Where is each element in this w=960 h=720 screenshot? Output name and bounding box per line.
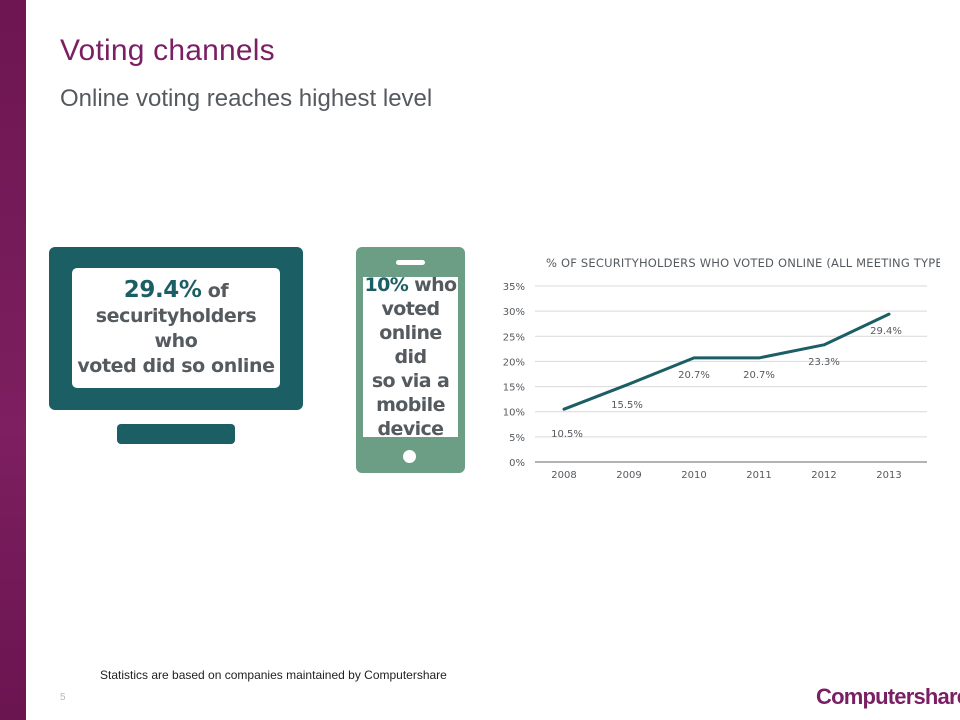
x-tick-label: 2008	[551, 470, 576, 481]
y-tick-label: 15%	[503, 383, 525, 394]
x-tick-label: 2012	[811, 470, 836, 481]
y-tick-label: 25%	[503, 332, 525, 343]
monitor-callout-text: 29.4% of securityholders who voted did s…	[72, 276, 280, 379]
phone-speaker	[396, 260, 425, 265]
phone-graphic: 10% who voted online did so via a mobile…	[356, 247, 465, 473]
data-label: 10.5%	[551, 429, 583, 440]
x-tick-label: 2009	[616, 470, 641, 481]
x-axis-ticks: 2008 2009 2010 2011 2012 2013	[551, 470, 901, 481]
phone-line3: online did	[379, 322, 442, 368]
monitor-screen: 29.4% of securityholders who voted did s…	[72, 268, 280, 388]
y-axis-ticks: 35% 30% 25% 20% 15% 10% 5% 0%	[503, 282, 525, 469]
slide-subtitle: Online voting reaches highest level	[60, 85, 433, 112]
phone-line2: voted	[381, 298, 440, 320]
page-number: 5	[60, 692, 66, 703]
phone-callout-text: 10% who voted online did so via a mobile…	[363, 273, 458, 441]
phone-line5: mobile	[376, 394, 445, 416]
y-tick-label: 0%	[509, 458, 525, 469]
chart-data-labels: 10.5% 15.5% 20.7% 20.7% 23.3% 29.4%	[551, 326, 902, 440]
side-accent-bar	[0, 0, 26, 720]
phone-home-button	[403, 450, 416, 463]
slide-title: Voting channels	[60, 34, 275, 67]
phone-line4: so via a	[371, 370, 450, 392]
y-tick-label: 5%	[509, 433, 525, 444]
x-tick-label: 2011	[746, 470, 771, 481]
online-voting-line-chart: % OF SECURITYHOLDERS WHO VOTED ONLINE (A…	[503, 256, 940, 481]
footnote: Statistics are based on companies mainta…	[100, 668, 447, 682]
y-tick-label: 20%	[503, 357, 525, 368]
monitor-stand	[117, 424, 235, 444]
data-label: 15.5%	[611, 400, 643, 411]
phone-screen: 10% who voted online did so via a mobile…	[363, 274, 458, 440]
series-line	[562, 312, 891, 411]
phone-line6: device	[377, 418, 445, 440]
x-tick-label: 2013	[876, 470, 901, 481]
monitor-highlight-stat: 29.4%	[123, 276, 202, 303]
chart-title: % OF SECURITYHOLDERS WHO VOTED ONLINE (A…	[546, 256, 940, 270]
x-tick-label: 2010	[681, 470, 706, 481]
data-label: 20.7%	[678, 370, 710, 381]
phone-line1-rest: who	[408, 274, 457, 296]
monitor-line3: voted did so online	[77, 354, 275, 377]
y-tick-label: 10%	[503, 408, 525, 419]
monitor-line1-rest: of	[201, 279, 229, 302]
y-tick-label: 30%	[503, 307, 525, 318]
data-label: 23.3%	[808, 357, 840, 368]
phone-highlight-stat: 10%	[364, 274, 409, 296]
data-label: 29.4%	[870, 326, 902, 337]
chart-grid	[535, 285, 927, 463]
data-label: 20.7%	[743, 370, 775, 381]
monitor-line2: securityholders who	[95, 304, 257, 352]
monitor-graphic: 29.4% of securityholders who voted did s…	[49, 247, 303, 410]
computershare-logo: Computershare	[816, 684, 960, 709]
y-tick-label: 35%	[503, 282, 525, 293]
chart-series	[562, 312, 891, 411]
